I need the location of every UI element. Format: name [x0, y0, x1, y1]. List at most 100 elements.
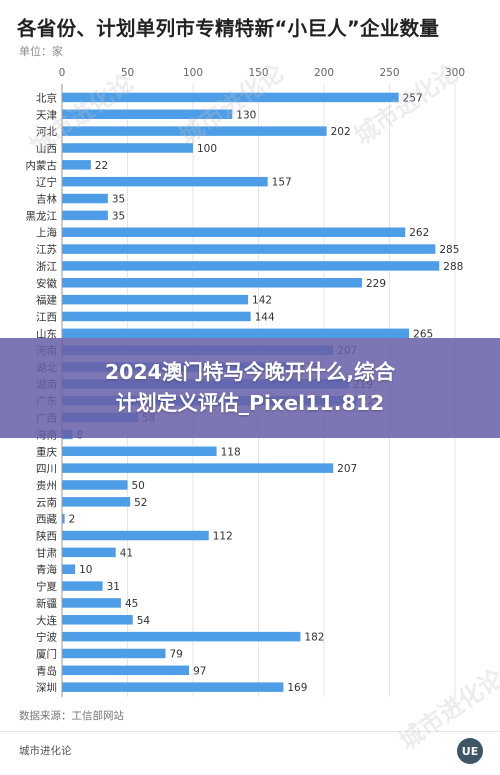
category-label: 新疆 [36, 597, 57, 610]
bar [62, 480, 128, 490]
data-label: 100 [197, 143, 217, 155]
data-label: 50 [132, 480, 145, 492]
x-tick-label: 200 [314, 67, 334, 79]
data-label: 35 [112, 210, 125, 222]
category-label: 宁波 [36, 631, 57, 644]
category-label: 西藏 [36, 514, 57, 526]
data-label: 144 [255, 311, 275, 323]
category-label: 宁夏 [36, 580, 57, 593]
data-label: 157 [272, 177, 292, 189]
bar [62, 665, 190, 676]
data-label: 169 [287, 682, 307, 694]
category-label: 江苏 [36, 243, 57, 256]
data-label: 202 [331, 126, 351, 138]
category-label: 云南 [36, 496, 57, 509]
bar [62, 126, 327, 136]
data-label: 22 [95, 160, 108, 172]
bar [62, 109, 233, 120]
x-tick-label: 0 [59, 67, 66, 79]
category-label: 山东 [36, 327, 57, 340]
category-label: 浙江 [36, 261, 57, 273]
data-label: 207 [337, 463, 357, 475]
bar [62, 227, 406, 237]
category-label: 内蒙古 [26, 159, 58, 172]
category-label: 上海 [36, 226, 57, 239]
x-tick-label: 250 [379, 67, 399, 79]
category-label: 贵州 [36, 479, 57, 492]
data-label: 35 [112, 194, 125, 206]
data-label: 285 [439, 244, 459, 256]
category-label: 陕西 [36, 530, 57, 543]
banner-line-2: 计划定义评估_Pixel11.812 [115, 391, 385, 415]
bar [62, 278, 362, 288]
data-label: 262 [409, 227, 429, 239]
bar [62, 176, 268, 187]
bar [62, 564, 76, 574]
bar [62, 615, 133, 625]
brand-label: 城市进化论 [19, 745, 72, 757]
bar [62, 463, 334, 473]
x-tick-label: 150 [248, 67, 268, 79]
unit-label: 单位：家 [19, 45, 63, 58]
data-label: 265 [413, 328, 433, 340]
footer-divider [0, 731, 500, 732]
data-label: 52 [134, 497, 147, 509]
category-label: 辽宁 [36, 176, 57, 189]
x-tick-label: 300 [445, 67, 465, 79]
bar [62, 261, 440, 271]
category-label: 青海 [36, 563, 57, 576]
bar [62, 244, 436, 254]
bar [62, 581, 103, 591]
data-label: 2 [69, 514, 76, 526]
chart-title: 各省份、计划单列市专精特新“小巨人”企业数量 [17, 17, 440, 40]
category-label: 江西 [36, 311, 57, 323]
data-label: 288 [443, 261, 463, 273]
data-label: 130 [236, 109, 256, 121]
bar [62, 446, 217, 457]
data-label: 45 [125, 598, 138, 610]
bar [62, 497, 131, 507]
banner-line-1: 2024澳门特马今晚开什么,综合 [104, 360, 396, 384]
bar [62, 160, 91, 170]
category-label: 四川 [36, 463, 57, 475]
data-label: 79 [169, 648, 182, 660]
category-label: 山西 [36, 143, 57, 155]
bar [62, 513, 65, 524]
data-label: 182 [304, 632, 324, 644]
data-label: 229 [366, 278, 386, 290]
bar [62, 547, 116, 558]
category-label: 吉林 [36, 193, 57, 206]
category-label: 甘肃 [36, 546, 57, 559]
category-label: 青岛 [36, 664, 57, 677]
data-label: 41 [120, 547, 133, 559]
data-label: 118 [221, 446, 241, 458]
bar [62, 92, 399, 103]
bar [62, 631, 301, 642]
data-label: 54 [137, 615, 151, 627]
data-label: 10 [79, 564, 92, 576]
bar [62, 143, 193, 153]
data-label: 31 [107, 581, 120, 593]
source-label: 数据来源：工信部网站 [19, 710, 124, 722]
x-tick-label: 100 [183, 67, 203, 79]
data-label: 112 [213, 531, 233, 543]
category-label: 大连 [36, 614, 57, 627]
category-label: 安徽 [36, 277, 57, 290]
data-label: 142 [252, 295, 272, 307]
category-label: 北京 [36, 91, 57, 104]
bar [62, 328, 410, 339]
category-label: 深圳 [36, 682, 57, 694]
data-label: 257 [403, 92, 423, 104]
bar [62, 210, 108, 221]
category-label: 厦门 [36, 647, 57, 660]
category-label: 河北 [36, 126, 57, 138]
bar [62, 598, 121, 608]
category-label: 天津 [36, 109, 57, 121]
bar [62, 294, 249, 305]
category-label: 重庆 [36, 445, 57, 458]
bar [62, 682, 284, 692]
bar [62, 648, 166, 659]
bar [62, 530, 209, 541]
bar [62, 311, 251, 322]
overlay-banner: 2024澳门特马今晚开什么,综合 计划定义评估_Pixel11.812 [0, 338, 500, 438]
